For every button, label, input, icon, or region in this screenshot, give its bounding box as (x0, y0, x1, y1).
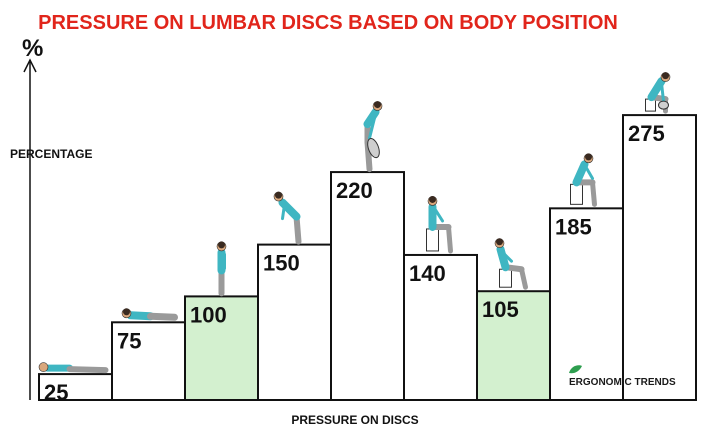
bar-275 (622, 114, 697, 401)
bar-value-label: 140 (409, 261, 446, 286)
figure-sitting-forward-icon (570, 153, 597, 207)
bar-140 (403, 253, 478, 401)
figure-sitting-upright-icon (426, 195, 453, 254)
bar-value-label: 220 (336, 178, 373, 203)
bars-group: 25 75 100 150 220 140 105 185 275 (38, 72, 697, 405)
figure-sitting-lifting-icon (645, 72, 671, 114)
bar-value-label: 275 (628, 121, 665, 146)
y-axis-unit: % (22, 35, 43, 62)
bar-185 (549, 207, 624, 401)
brand-logo-text: ERGONOMIC TRENDS (569, 377, 676, 388)
chart-title: PRESSURE ON LUMBAR DISCS BASED ON BODY P… (38, 12, 618, 34)
figure-side-lying-icon (121, 308, 178, 321)
bar-150 (257, 243, 332, 401)
figure-standing-icon (216, 241, 227, 297)
bar-value-label: 105 (482, 297, 519, 322)
bar-220 (330, 171, 405, 401)
figure-sitting-reclined-icon (494, 238, 528, 290)
x-axis-label: PRESSURE ON DISCS (291, 413, 418, 427)
y-axis-arrow-icon (23, 58, 37, 73)
figure-lying-icon (38, 362, 109, 374)
figure-leaning-forward-icon (273, 191, 302, 245)
bar-value-label: 25 (44, 380, 68, 405)
brand-leaf-icon (569, 365, 582, 374)
bar-100 (184, 295, 259, 401)
bar-75 (111, 321, 186, 401)
bar-value-label: 100 (190, 302, 227, 327)
bar-value-label: 150 (263, 251, 300, 276)
y-axis-label: PERCENTAGE (10, 147, 92, 161)
figure-lifting-forward-icon (363, 101, 383, 173)
bar-value-label: 185 (555, 214, 592, 239)
bar-value-label: 75 (117, 328, 141, 353)
